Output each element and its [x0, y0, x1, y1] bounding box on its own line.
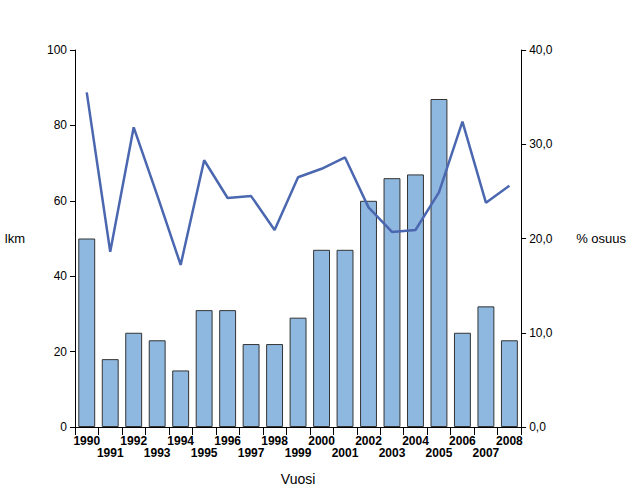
svg-text:30,0: 30,0 [529, 137, 553, 151]
svg-text:2002: 2002 [355, 434, 382, 448]
svg-text:1994: 1994 [167, 434, 194, 448]
svg-text:1999: 1999 [285, 446, 312, 460]
svg-text:10,0: 10,0 [529, 326, 553, 340]
svg-text:lkm: lkm [5, 231, 25, 246]
svg-text:2000: 2000 [308, 434, 335, 448]
svg-text:100: 100 [47, 43, 67, 57]
svg-text:2008: 2008 [496, 434, 523, 448]
svg-text:1998: 1998 [261, 434, 288, 448]
svg-text:40: 40 [54, 269, 68, 283]
svg-text:2005: 2005 [426, 446, 453, 460]
svg-text:20,0: 20,0 [529, 232, 553, 246]
svg-text:2004: 2004 [402, 434, 429, 448]
svg-text:1997: 1997 [238, 446, 265, 460]
svg-text:60: 60 [54, 194, 68, 208]
svg-text:1993: 1993 [144, 446, 171, 460]
svg-text:0: 0 [60, 420, 67, 434]
svg-text:1992: 1992 [120, 434, 148, 448]
svg-text:2003: 2003 [379, 446, 406, 460]
svg-text:80: 80 [54, 118, 68, 132]
svg-text:2006: 2006 [449, 434, 476, 448]
svg-text:2001: 2001 [332, 446, 359, 460]
svg-text:1996: 1996 [214, 434, 241, 448]
svg-text:20: 20 [54, 345, 68, 359]
svg-text:0,0: 0,0 [529, 420, 546, 434]
svg-text:1990: 1990 [73, 434, 101, 448]
svg-text:Vuosi: Vuosi [281, 471, 316, 487]
svg-text:40,0: 40,0 [529, 43, 553, 57]
svg-text:1991: 1991 [97, 446, 124, 460]
svg-text:2007: 2007 [473, 446, 500, 460]
svg-text:% osuus: % osuus [576, 231, 626, 246]
svg-text:1995: 1995 [191, 446, 218, 460]
